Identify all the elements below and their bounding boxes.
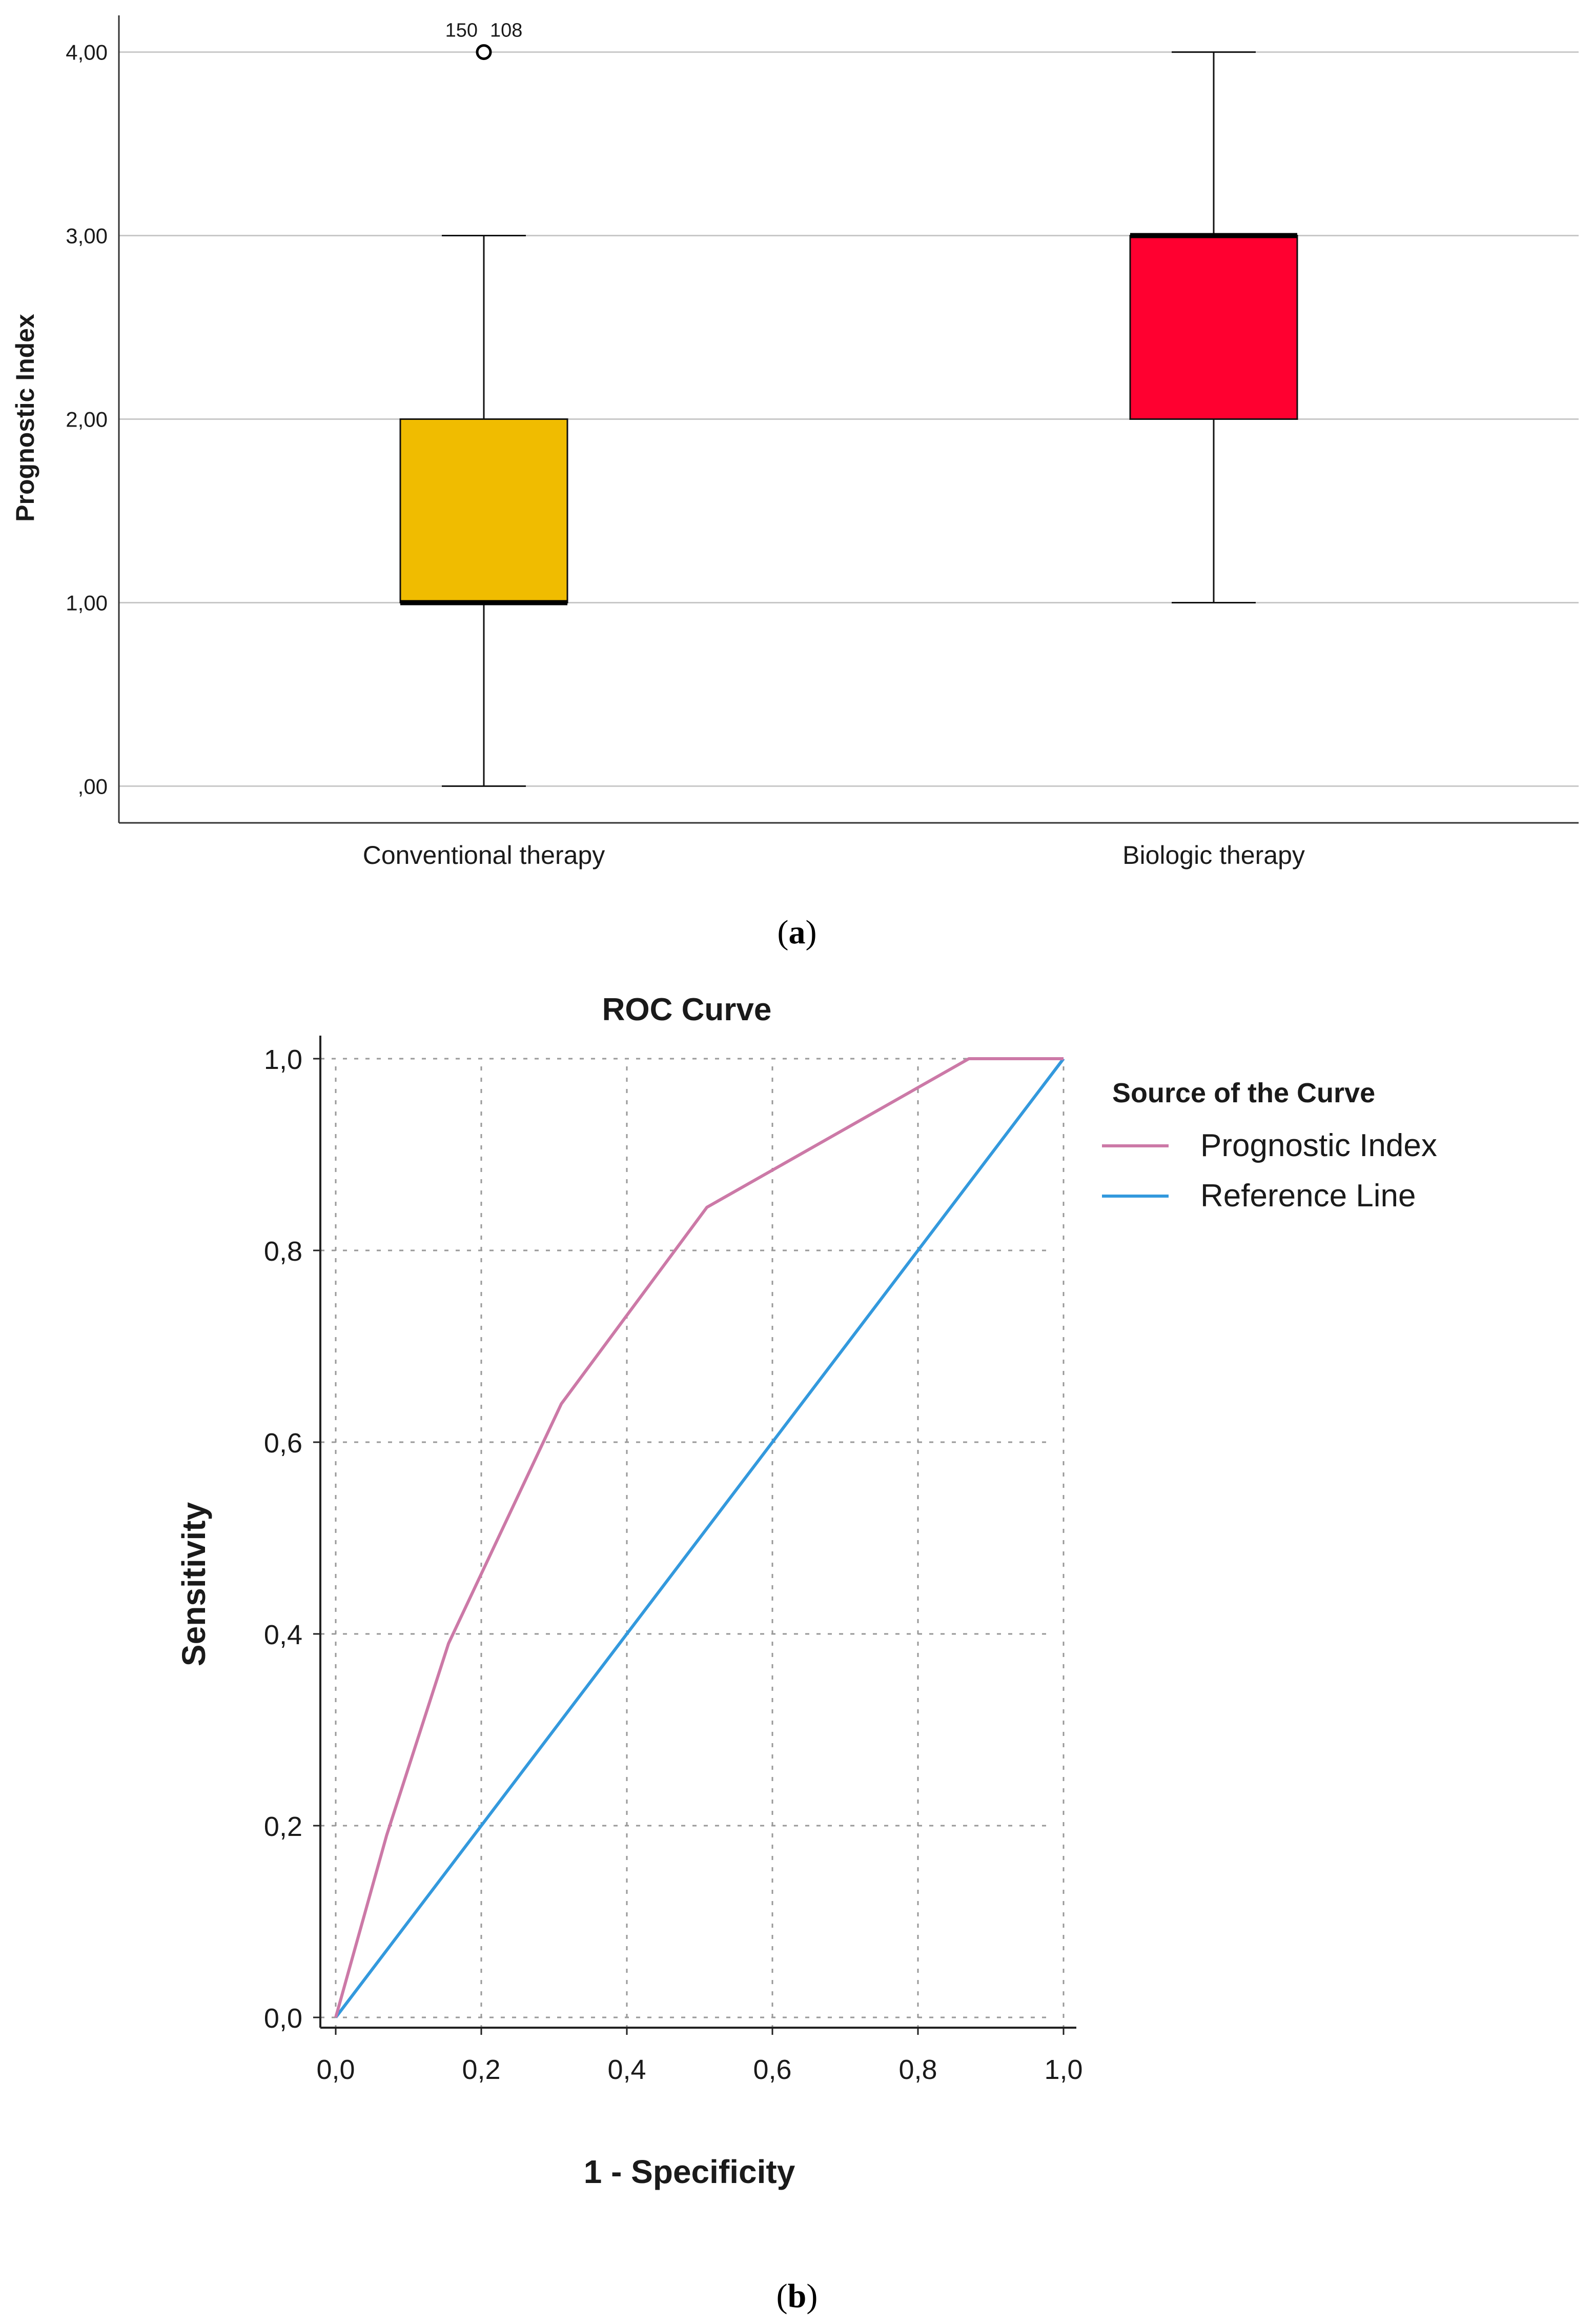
roc-x-tick-label: 0,0 (316, 2054, 355, 2085)
panel-label-a-close-paren: ) (806, 914, 817, 951)
roc-series-line-reference-line (334, 1058, 1065, 2018)
boxplot-x-tick-labels: Conventional therapy Biologic therapy (363, 841, 1305, 870)
box-iqr (399, 418, 568, 603)
roc-x-tick-label: 0,6 (753, 2054, 791, 2085)
box-iqr (1129, 235, 1298, 420)
roc-y-tick-label: 1,0 (264, 1044, 302, 1075)
roc-y-tick-label: 0,6 (264, 1428, 302, 1459)
legend-label-prognostic-index: Prognostic Index (1200, 1128, 1437, 1163)
panel-label-b-letter: b (788, 2277, 807, 2315)
boxplot-y-tick-label: 3,00 (66, 224, 108, 248)
boxplot-y-tick-label: 4,00 (66, 41, 108, 65)
roc-x-tick-label: 0,4 (607, 2054, 646, 2085)
boxplot-gridlines (119, 51, 1579, 787)
roc-chart: ROC Curve 0,00,20,40,60,81,0 0,0 0,2 0,4 0,… (175, 992, 1437, 2190)
box-group-biologic-therapy (1129, 51, 1298, 603)
box-outlier-label: 150 (445, 20, 478, 42)
roc-gridlines (320, 1058, 1065, 2028)
roc-x-tick-labels: 0,0 0,2 0,4 0,6 0,8 1,0 (316, 2028, 1083, 2085)
boxplot-x-tick-label: Biologic therapy (1122, 841, 1305, 870)
roc-y-axis-title: Sensitivity (175, 1502, 212, 1667)
legend-title: Source of the Curve (1112, 1078, 1375, 1108)
roc-x-tick-label: 0,2 (462, 2054, 500, 2085)
roc-y-tick-labels: 0,0 0,2 0,4 0,6 0,8 1,0 (264, 1044, 320, 2034)
roc-series-lines (334, 1057, 1065, 2018)
panel-label-b-close-paren: ) (806, 2277, 818, 2315)
roc-series-line-prognostic-index (334, 1057, 1064, 2018)
roc-x-axis-title: 1 - Specificity (584, 2153, 795, 2190)
panel-label-a-letter: a (789, 914, 806, 951)
roc-x-tick-label: 0,8 (898, 2054, 937, 2085)
boxplot-boxes: 150 108 (399, 20, 1298, 787)
roc-y-tick-label: 0,2 (264, 1811, 302, 1842)
roc-legend: Source of the Curve Prognostic Index Ref… (1102, 1078, 1437, 1214)
boxplot-y-tick-label: ,00 (78, 774, 108, 798)
boxplot-y-tick-label: 1,00 (66, 591, 108, 615)
boxplot-y-axis-title: Prognostic Index (11, 314, 39, 522)
roc-title: ROC Curve (602, 992, 772, 1027)
boxplot-x-tick-label: Conventional therapy (363, 841, 605, 870)
box-outlier-label: 108 (490, 20, 522, 42)
roc-y-tick-label: 0,0 (264, 2003, 302, 2034)
panel-label-b-open-paren: ( (776, 2277, 788, 2315)
panel-label-a-open-paren: ( (778, 914, 789, 951)
roc-y-tick-label: 0,4 (264, 1620, 302, 1650)
roc-x-tick-label: 1,0 (1044, 2054, 1082, 2085)
boxplot-y-tick-labels: ,00 1,00 2,00 3,00 4,00 (66, 41, 108, 799)
panel-label-a: (a) (778, 914, 817, 951)
panel-label-b: (b) (776, 2277, 818, 2315)
boxplot-y-tick-label: 2,00 (66, 408, 108, 432)
boxplot-chart: ,00 1,00 2,00 3,00 4,00 150 108 Conventional … (11, 15, 1579, 870)
legend-label-reference-line: Reference Line (1200, 1178, 1416, 1214)
box-outlier-point (476, 44, 492, 60)
box-group-conventional-therapy: 150 108 (399, 20, 568, 787)
roc-y-tick-label: 0,8 (264, 1236, 302, 1267)
